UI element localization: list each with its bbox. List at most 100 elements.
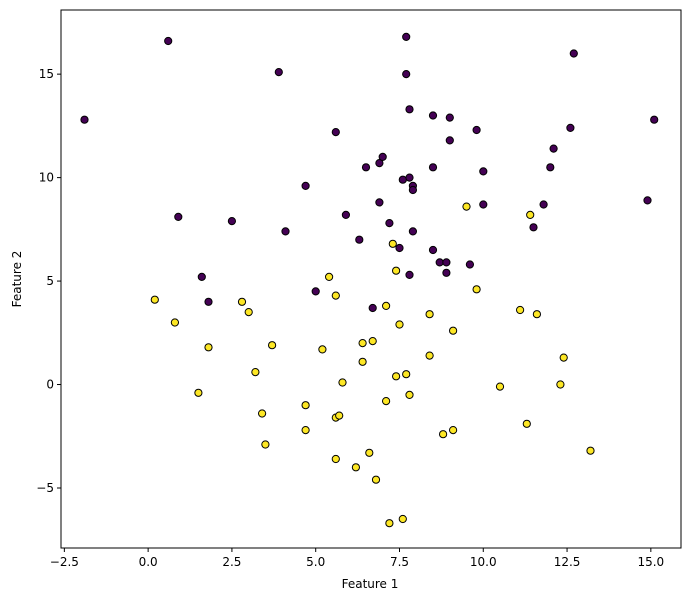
data-point: [227, 217, 236, 226]
data-point: [164, 36, 173, 46]
data-point: [392, 266, 401, 275]
y-tick-label: −5: [36, 481, 54, 495]
data-point: [301, 426, 310, 435]
data-point: [331, 291, 340, 300]
data-point: [375, 198, 384, 207]
data-point: [385, 219, 394, 228]
y-tick-label: 10: [39, 171, 54, 185]
data-point: [479, 200, 488, 209]
data-point: [378, 152, 387, 161]
data-point: [442, 268, 451, 277]
data-point: [311, 287, 320, 296]
x-tick-label: −2.5: [50, 555, 79, 569]
data-point: [368, 337, 377, 346]
data-point: [382, 397, 391, 406]
data-point: [170, 318, 179, 327]
data-point: [425, 310, 434, 319]
x-tick-label: 0.0: [139, 555, 158, 569]
data-point: [368, 303, 377, 313]
data-point: [445, 113, 454, 122]
data-point: [301, 181, 310, 190]
data-point: [402, 370, 411, 379]
data-point: [479, 167, 488, 176]
data-point: [197, 272, 206, 281]
x-tick-label: 7.5: [390, 555, 409, 569]
data-point: [408, 185, 417, 195]
data-point: [462, 202, 471, 211]
data-point: [405, 105, 414, 114]
data-point: [472, 285, 481, 294]
data-point: [388, 239, 397, 248]
data-point: [428, 111, 438, 120]
y-tick-label: 15: [39, 67, 54, 81]
data-point: [150, 295, 159, 304]
data-point: [559, 353, 568, 362]
x-tick-label: 12.5: [554, 555, 581, 569]
data-point: [382, 301, 391, 310]
x-axis-ticks: −2.5 0.0 2.5 5.0 7.5 10.0 12.5 15.0: [50, 548, 664, 569]
data-point: [331, 454, 340, 464]
data-point: [495, 382, 505, 391]
data-point: [650, 115, 659, 124]
data-point: [395, 320, 404, 329]
y-tick-label: 5: [46, 274, 54, 288]
data-point: [586, 446, 595, 455]
data-point: [516, 305, 525, 315]
data-point: [428, 245, 438, 255]
data-point: [318, 345, 327, 354]
data-point: [472, 125, 481, 135]
data-point: [526, 210, 535, 219]
x-axis-label: Feature 1: [342, 577, 399, 591]
data-point: [361, 163, 371, 172]
data-point: [385, 519, 394, 528]
data-point: [355, 235, 364, 244]
data-point: [331, 128, 340, 137]
data-point: [338, 378, 347, 387]
data-point: [80, 115, 89, 124]
data-point: [392, 372, 401, 381]
data-point: [402, 32, 411, 42]
y-axis-ticks: −5 0 5 10 15: [36, 67, 61, 495]
x-tick-label: 5.0: [306, 555, 325, 569]
data-point: [546, 163, 555, 172]
data-point: [335, 411, 344, 420]
data-point: [301, 401, 310, 410]
y-axis-label: Feature 2: [10, 251, 24, 308]
x-tick-label: 15.0: [637, 555, 664, 569]
data-point: [405, 173, 414, 182]
data-point: [556, 380, 565, 389]
data-point: [268, 341, 277, 350]
data-point: [261, 440, 270, 449]
data-point: [408, 227, 417, 236]
data-point: [439, 430, 448, 439]
plot-frame: [60, 9, 682, 549]
data-point: [204, 343, 213, 352]
data-point: [449, 326, 458, 335]
data-point: [375, 159, 384, 168]
data-point: [442, 258, 451, 267]
data-point: [371, 475, 381, 484]
data-point: [539, 200, 548, 209]
y-tick-label: 0: [46, 378, 54, 392]
data-point: [435, 258, 444, 267]
data-point: [449, 426, 458, 435]
data-point: [244, 308, 253, 317]
data-point: [358, 357, 367, 366]
data-point: [445, 136, 454, 145]
data-point: [569, 49, 578, 58]
data-point: [351, 463, 360, 472]
data-point: [274, 68, 283, 77]
data-point: [251, 368, 260, 377]
data-point: [405, 390, 414, 399]
data-point: [529, 223, 538, 232]
data-point: [281, 227, 290, 236]
data-point: [237, 297, 247, 306]
data-point: [365, 448, 374, 457]
x-tick-label: 10.0: [470, 555, 497, 569]
data-point: [566, 123, 575, 133]
data-point: [522, 419, 531, 428]
data-point: [425, 351, 434, 360]
data-point: [643, 196, 652, 205]
